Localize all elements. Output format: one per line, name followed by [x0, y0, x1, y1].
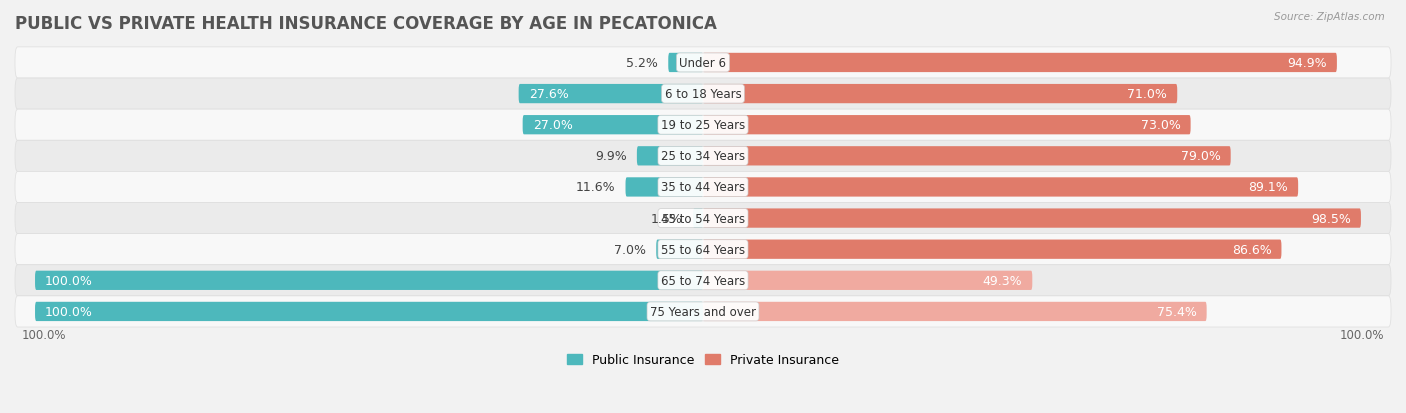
FancyBboxPatch shape	[15, 265, 1391, 296]
Legend: Public Insurance, Private Insurance: Public Insurance, Private Insurance	[564, 349, 842, 370]
Text: 27.6%: 27.6%	[529, 88, 568, 101]
Text: Under 6: Under 6	[679, 57, 727, 70]
Text: 86.6%: 86.6%	[1232, 243, 1271, 256]
Text: 98.5%: 98.5%	[1310, 212, 1351, 225]
Text: 100.0%: 100.0%	[21, 328, 66, 341]
Text: 6 to 18 Years: 6 to 18 Years	[665, 88, 741, 101]
Text: 45 to 54 Years: 45 to 54 Years	[661, 212, 745, 225]
Text: 27.0%: 27.0%	[533, 119, 572, 132]
FancyBboxPatch shape	[523, 116, 703, 135]
Text: 5.2%: 5.2%	[626, 57, 658, 70]
Text: 7.0%: 7.0%	[614, 243, 647, 256]
Text: PUBLIC VS PRIVATE HEALTH INSURANCE COVERAGE BY AGE IN PECATONICA: PUBLIC VS PRIVATE HEALTH INSURANCE COVER…	[15, 15, 717, 33]
FancyBboxPatch shape	[15, 172, 1391, 203]
FancyBboxPatch shape	[15, 234, 1391, 265]
FancyBboxPatch shape	[703, 85, 1177, 104]
Text: 35 to 44 Years: 35 to 44 Years	[661, 181, 745, 194]
FancyBboxPatch shape	[703, 116, 1191, 135]
FancyBboxPatch shape	[703, 178, 1298, 197]
Text: 9.9%: 9.9%	[595, 150, 627, 163]
FancyBboxPatch shape	[35, 302, 703, 321]
Text: 19 to 25 Years: 19 to 25 Years	[661, 119, 745, 132]
Text: 71.0%: 71.0%	[1128, 88, 1167, 101]
FancyBboxPatch shape	[15, 203, 1391, 234]
FancyBboxPatch shape	[637, 147, 703, 166]
Text: 94.9%: 94.9%	[1288, 57, 1327, 70]
FancyBboxPatch shape	[668, 54, 703, 73]
FancyBboxPatch shape	[15, 110, 1391, 141]
Text: 75.4%: 75.4%	[1157, 305, 1197, 318]
Text: 75 Years and over: 75 Years and over	[650, 305, 756, 318]
Text: 73.0%: 73.0%	[1140, 119, 1181, 132]
Text: 25 to 34 Years: 25 to 34 Years	[661, 150, 745, 163]
FancyBboxPatch shape	[703, 271, 1032, 290]
FancyBboxPatch shape	[703, 147, 1230, 166]
FancyBboxPatch shape	[703, 54, 1337, 73]
Text: 55 to 64 Years: 55 to 64 Years	[661, 243, 745, 256]
Text: 89.1%: 89.1%	[1249, 181, 1288, 194]
FancyBboxPatch shape	[626, 178, 703, 197]
FancyBboxPatch shape	[519, 85, 703, 104]
Text: 100.0%: 100.0%	[1340, 328, 1385, 341]
Text: 11.6%: 11.6%	[576, 181, 616, 194]
FancyBboxPatch shape	[703, 240, 1281, 259]
Text: 79.0%: 79.0%	[1181, 150, 1220, 163]
Text: 1.5%: 1.5%	[651, 212, 683, 225]
Text: 49.3%: 49.3%	[983, 274, 1022, 287]
FancyBboxPatch shape	[703, 302, 1206, 321]
FancyBboxPatch shape	[15, 79, 1391, 110]
FancyBboxPatch shape	[35, 271, 703, 290]
FancyBboxPatch shape	[15, 141, 1391, 172]
Text: 100.0%: 100.0%	[45, 305, 93, 318]
Text: 65 to 74 Years: 65 to 74 Years	[661, 274, 745, 287]
FancyBboxPatch shape	[693, 209, 703, 228]
FancyBboxPatch shape	[703, 209, 1361, 228]
Text: Source: ZipAtlas.com: Source: ZipAtlas.com	[1274, 12, 1385, 22]
FancyBboxPatch shape	[657, 240, 703, 259]
FancyBboxPatch shape	[15, 296, 1391, 327]
FancyBboxPatch shape	[15, 48, 1391, 79]
Text: 100.0%: 100.0%	[45, 274, 93, 287]
